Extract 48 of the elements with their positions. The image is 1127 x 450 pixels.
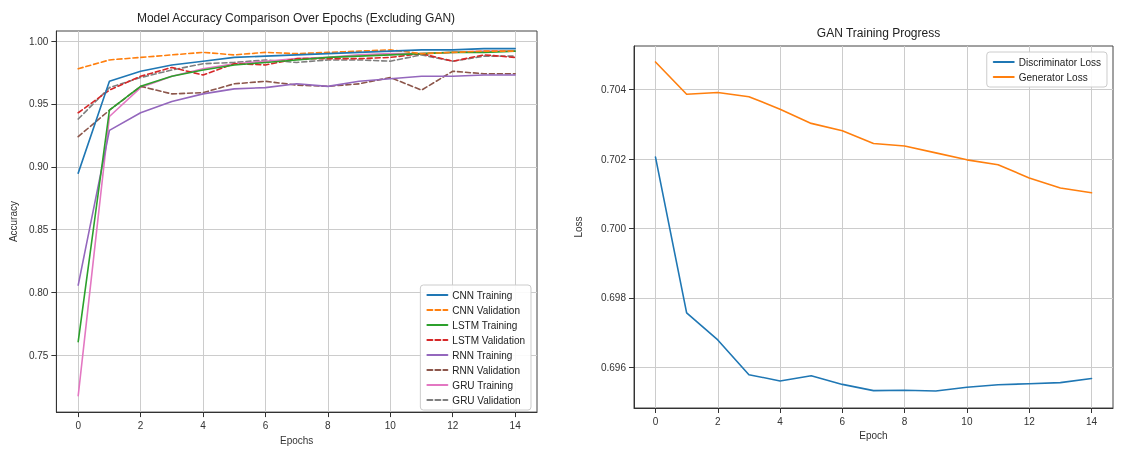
x-tick-label: 2	[137, 419, 144, 431]
line-series	[654, 156, 1093, 392]
x-tick-label: 4	[200, 419, 207, 431]
line-series	[77, 49, 516, 70]
x-tick-label: 8	[901, 415, 908, 427]
x-tick-label: 14	[509, 419, 522, 431]
y-tick-label: 0.95	[28, 98, 49, 110]
legend-label: CNN Validation	[452, 304, 520, 316]
line-series	[77, 74, 516, 286]
legend-label: LSTM Training	[452, 319, 518, 331]
y-tick-label: 0.85	[28, 224, 49, 236]
y-tick-label: 0.702	[600, 153, 627, 165]
x-tick-label: 14	[1085, 415, 1098, 427]
x-tick-label: 10	[384, 419, 397, 431]
legend-label: GRU Training	[452, 379, 513, 391]
x-tick-label: 12	[447, 419, 459, 431]
y-tick-label: 0.75	[28, 350, 49, 361]
x-tick-label: 6	[839, 415, 846, 427]
x-tick-label: 2	[715, 415, 721, 427]
y-tick-label: 0.704	[600, 84, 627, 96]
legend-label: RNN Validation	[452, 364, 520, 376]
y-axis-title: Accuracy	[7, 200, 19, 243]
legend-label: RNN Training	[452, 349, 513, 361]
x-tick-label: 0	[75, 419, 82, 431]
legend-label: LSTM Validation	[452, 334, 526, 346]
x-tick-label: 10	[961, 415, 973, 427]
line-series	[77, 47, 516, 174]
x-tick-label: 12	[1023, 415, 1036, 427]
x-axis-title: Epoch	[859, 430, 888, 442]
y-tick-label: 1.00	[28, 35, 49, 47]
legend-label: GRU Validation	[452, 394, 521, 406]
chart-title: GAN Training Progress	[816, 26, 941, 40]
x-tick-label: 6	[262, 419, 269, 431]
x-axis-title: Epochs	[280, 434, 314, 446]
y-axis-title: Loss	[572, 216, 584, 238]
y-tick-label: 0.80	[28, 287, 49, 299]
legend-label: Discriminator Loss	[1018, 56, 1102, 68]
y-tick-label: 0.700	[600, 223, 627, 235]
legend-label: Generator Loss	[1018, 71, 1088, 83]
legend-label: CNN Training	[452, 289, 513, 301]
x-tick-label: 4	[777, 415, 784, 427]
x-tick-label: 8	[325, 419, 332, 431]
y-tick-label: 0.696	[600, 361, 627, 373]
x-tick-label: 0	[652, 415, 659, 427]
y-tick-label: 0.698	[600, 292, 627, 304]
y-tick-label: 0.90	[28, 161, 49, 173]
chart-title: Model Accuracy Comparison Over Epochs (Excluding GAN)	[136, 11, 456, 25]
line-series	[77, 70, 516, 138]
